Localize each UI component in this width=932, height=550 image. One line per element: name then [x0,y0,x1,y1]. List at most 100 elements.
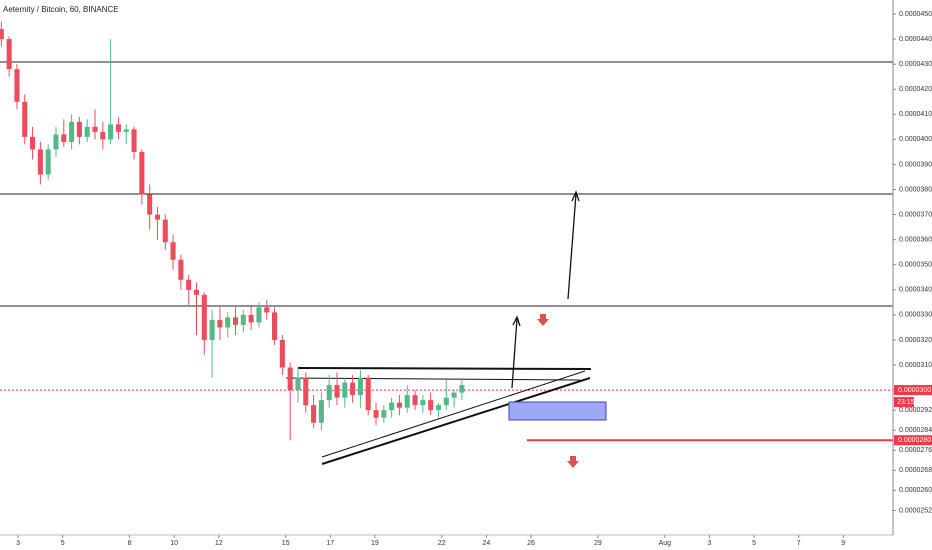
y-tick-label: 0.0000310 [899,362,932,369]
candle-body [115,124,121,132]
triangle-top-inner [285,377,581,381]
candle-body [69,121,75,142]
candle-body [279,339,285,368]
x-tick-label: 9 [841,540,845,547]
candle-body [404,395,410,408]
candle-body [334,385,340,398]
candle-body [170,242,176,260]
x-tick-label: 24 [483,540,491,547]
y-tick-label: 0.0000276 [899,447,932,454]
x-tick-label: 26 [527,540,535,547]
drawings [0,61,893,468]
candle-body [22,101,28,137]
candle-body [240,314,246,325]
x-tick-label: 8 [128,540,132,547]
candle-body [272,312,278,340]
y-tick-label: 0.0000350 [899,262,932,269]
down-marker [537,314,549,326]
arrow [567,193,577,300]
y-tick-label: 0.0000252 [899,507,932,514]
candle-body [108,124,114,140]
candle-body [256,307,262,323]
y-tick-label: 0.0000410 [899,111,932,118]
candle-body [154,214,160,220]
candle-body [0,29,4,40]
y-tick-label: 0.0000380 [899,186,932,193]
target-box [508,401,607,421]
trend-line [321,377,591,465]
x-tick-label: Aug [659,540,672,547]
chart-title: Aeternity / Bitcoin, 60, BINANCE [3,5,119,14]
arrow [511,318,518,389]
y-tick-label: 0.0000360 [899,237,932,244]
candle-body [162,219,168,243]
candle-body [186,279,192,290]
y-tick-label: 0.0000284 [899,427,932,434]
y-tick-label: 0.0000390 [899,161,932,168]
candle-body [311,405,317,423]
y-tick-label: 0.0000320 [899,337,932,344]
y-tick-label: 0.0000330 [899,312,932,319]
candle-body [217,319,223,328]
y-tick-label: 0.0000260 [899,487,932,494]
countdown-label: 23:15 [897,399,915,406]
triangle-top [297,367,592,370]
x-tick-label: 5 [61,540,65,547]
candle-body [373,410,379,418]
candle-body [287,367,293,391]
candle-body [61,134,67,142]
x-tick-label: 15 [282,540,290,547]
grid-layer [0,389,893,442]
candle-body [147,194,153,215]
x-tick-label: 3 [707,540,711,547]
down-marker [567,456,579,468]
candle-body [381,410,387,418]
candle-body [225,317,231,328]
candle-body [84,126,90,137]
candle-body [45,149,51,175]
candle-body [443,397,449,406]
arrow-head [512,315,521,327]
candle-body [326,385,332,401]
candle-body [131,129,137,152]
x-tick-label: 19 [371,540,379,547]
x-tick-label: 12 [215,540,223,547]
candle-body [396,402,402,408]
candle-body [248,314,254,323]
alert-label: 0.0000280 [898,437,931,444]
candle-body [357,377,363,396]
candle-body [459,385,465,393]
candle-body [451,392,457,398]
candle-body [92,126,98,132]
candle-body [435,405,442,411]
x-tick-label: 10 [170,540,178,547]
countdown-badge [894,397,914,408]
candle-body [389,402,395,411]
candle-body [123,129,129,132]
trend-line [321,370,586,458]
candle-body [53,134,59,150]
candle-body [342,382,348,398]
candle-body [412,395,418,406]
candle-body [232,317,239,325]
candle-body [30,136,36,150]
candle-body [365,377,371,411]
candle-body [76,121,82,137]
y-tick-label: 0.0000370 [899,211,932,218]
candle-body [178,259,184,280]
x-tick-label: 22 [438,540,446,547]
x-tick-label: 3 [16,540,20,547]
y-tick-label: 0.0000450 [899,11,932,18]
y-tick-label: 0.0000268 [899,467,932,474]
x-tick-label: 29 [594,540,602,547]
candle-body [420,400,426,406]
candle-body [303,377,309,406]
y-tick-label: 0.0000340 [899,287,932,294]
arrow-head [571,190,580,202]
alert-badge [894,435,932,446]
candle-body [201,294,207,340]
candle-body [209,319,215,340]
y-tick-label: 0.0000440 [899,36,932,43]
y-tick-label: 0.0000430 [899,61,932,68]
